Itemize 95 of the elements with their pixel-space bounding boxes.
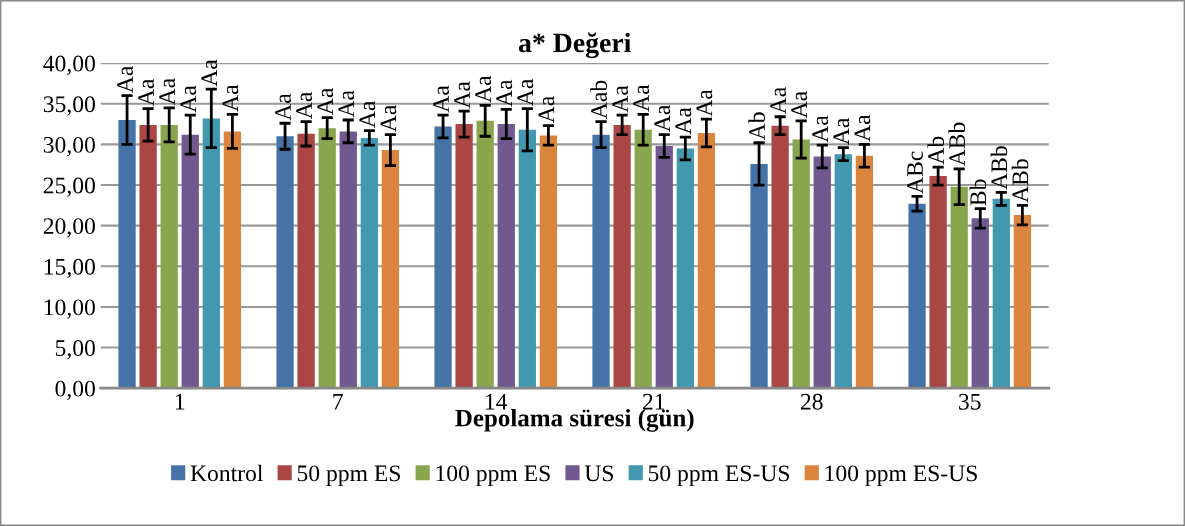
data-label: Aa: [675, 107, 692, 135]
bar: [181, 134, 199, 389]
data-label: Aa: [475, 75, 492, 103]
data-label: ABb: [990, 146, 1008, 190]
data-label: Aa: [654, 104, 671, 132]
data-label: Ab: [927, 136, 945, 165]
data-label: Bb: [969, 179, 987, 206]
bar: [518, 129, 536, 389]
data-label: Ab: [748, 112, 765, 141]
bar: [360, 137, 378, 389]
bar: [118, 120, 136, 389]
bar: [613, 124, 631, 389]
y-tick-label: 25,00: [43, 177, 95, 197]
data-label: Aa: [633, 84, 650, 112]
bar: [992, 198, 1010, 389]
x-tick-label: 35: [959, 393, 981, 410]
data-label: ABc: [907, 151, 923, 194]
x-tick-label: 14: [486, 393, 508, 410]
data-label: Aa: [296, 91, 313, 119]
data-label: Aa: [854, 114, 871, 142]
bar: [497, 124, 515, 389]
bar: [318, 128, 336, 389]
data-label: Aab: [590, 80, 607, 119]
bar: [202, 118, 220, 389]
bar: [476, 120, 494, 389]
bar: [592, 134, 610, 389]
legend-label: Kontrol: [190, 464, 263, 482]
data-label: Aa: [201, 59, 218, 87]
bar: [434, 126, 452, 389]
data-label: Aa: [317, 87, 334, 115]
data-label: Aa: [222, 84, 239, 112]
x-tick-label: 21: [642, 393, 665, 410]
bar: [139, 124, 157, 389]
bar: [160, 124, 178, 389]
y-tick-label: 30,00: [43, 136, 95, 157]
data-label: Aa: [812, 115, 829, 143]
y-tick-label: 0,00: [55, 380, 95, 401]
y-tick-label: 35,00: [43, 96, 95, 116]
bar: [539, 135, 558, 389]
legend-label: 100 ppm ES: [436, 465, 550, 487]
bar: [297, 133, 315, 389]
data-label: Aa: [791, 91, 808, 119]
data-label: Aa: [380, 104, 397, 132]
bar: [908, 203, 926, 389]
bar: [929, 176, 947, 389]
bar: [750, 163, 768, 389]
x-tick-label: 7: [333, 393, 343, 410]
data-label: Aa: [833, 117, 850, 145]
x-axis-title: Depolama süresi (gün): [455, 408, 694, 432]
data-label: Aa: [517, 78, 534, 106]
legend-label: 50 ppm ES-US: [648, 465, 790, 487]
bar: [455, 124, 473, 389]
bar: [855, 155, 874, 389]
legend-label: 100 ppm ES-US: [825, 465, 977, 487]
y-tick-label: 40,00: [43, 55, 95, 75]
data-label: Aa: [538, 96, 555, 124]
data-label: Aa: [159, 78, 176, 106]
bar: [1013, 215, 1032, 389]
data-label: Aa: [275, 93, 291, 121]
legend-label: 50 ppm ES: [297, 465, 400, 487]
y-tick-label: 20,00: [43, 218, 95, 238]
data-label: Aa: [454, 81, 471, 109]
bar: [813, 156, 831, 389]
data-label: Aa: [433, 85, 449, 113]
bar: [676, 148, 694, 389]
y-tick-label: 15,00: [44, 258, 95, 279]
data-label: Aa: [138, 78, 155, 106]
data-label: Aa: [117, 65, 133, 93]
data-label: Aa: [338, 90, 355, 118]
bar: [223, 131, 242, 389]
legend-label: US: [584, 465, 614, 482]
data-label: Aa: [180, 85, 197, 113]
bar: [697, 133, 716, 389]
bar: [339, 131, 357, 389]
bar: [771, 125, 789, 389]
bar: [655, 146, 673, 389]
y-tick-label: 5,00: [55, 340, 95, 360]
data-label: Aa: [496, 79, 513, 107]
data-label: Aa: [696, 89, 713, 117]
data-label: Aa: [770, 87, 787, 115]
bar: [971, 218, 989, 389]
x-tick-label: 1: [175, 393, 185, 410]
bar: [950, 186, 968, 389]
bar: [834, 154, 852, 389]
bar: [634, 129, 652, 389]
bar: [381, 150, 400, 389]
data-label: Aa: [612, 85, 629, 113]
data-label: ABb: [948, 122, 966, 167]
bar: [276, 136, 294, 389]
data-label: Aa: [359, 100, 376, 128]
y-tick-label: 10,00: [44, 299, 95, 319]
data-label: ABb: [1011, 159, 1029, 203]
chart-title: a* Değeri: [518, 32, 631, 59]
bar: [792, 139, 810, 389]
x-tick-label: 28: [800, 393, 823, 410]
